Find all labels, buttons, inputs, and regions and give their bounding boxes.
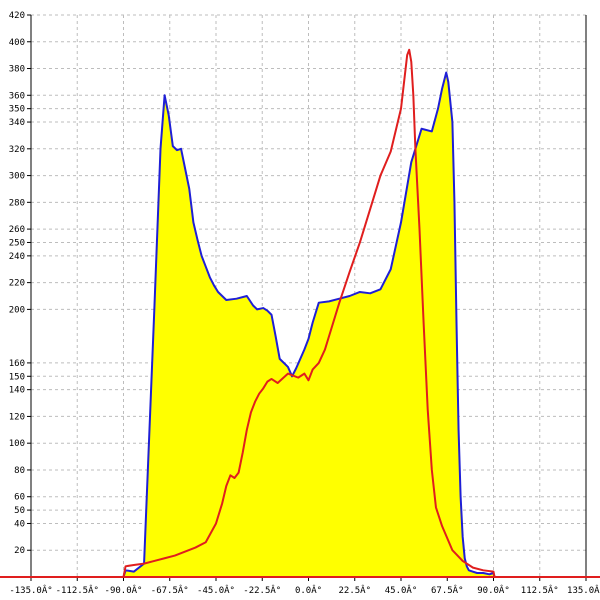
series-2-line — [31, 48, 586, 578]
y-tick-label: 400 — [9, 38, 25, 48]
series-layer — [0, 48, 600, 578]
x-tick-label: -67.5Â° — [151, 584, 189, 596]
y-tick-label: 420 — [9, 11, 25, 21]
x-tick-label: 112.5Â° — [521, 584, 559, 596]
x-tick-label: -112.5Â° — [56, 584, 99, 596]
x-tick-label: -45.0Â° — [197, 584, 235, 596]
y-tick-label: 320 — [9, 145, 25, 155]
x-tick-label: 135.0Â° — [567, 584, 600, 596]
y-tick-label: 240 — [9, 252, 25, 262]
y-tick-label: 360 — [9, 91, 25, 101]
x-tick-label: 0.0Â° — [295, 584, 322, 596]
x-tick-label: -22.5Â° — [243, 584, 281, 596]
y-tick-label: 80 — [14, 466, 25, 476]
fill-layer — [31, 72, 586, 577]
series-1-area — [31, 72, 586, 577]
y-tick-label: 280 — [9, 198, 25, 208]
y-tick-label: 60 — [14, 493, 25, 503]
x-tick-label: 90.0Â° — [477, 584, 510, 596]
y-tick-label: 200 — [9, 305, 25, 315]
y-tick-label: 120 — [9, 412, 25, 422]
x-tick-label: 22.5Â° — [338, 584, 371, 596]
y-tick-label: 40 — [14, 519, 25, 529]
series-1-line — [31, 71, 586, 578]
x-tick-label: 67.5Â° — [431, 584, 464, 596]
y-tick-label: 100 — [9, 439, 25, 449]
y-tick-label: 300 — [9, 172, 25, 182]
y-tick-label: 250 — [9, 238, 25, 248]
y-tick-label: 50 — [14, 506, 25, 516]
x-tick-label: -135.0Â° — [9, 584, 52, 596]
y-tick-label: 340 — [9, 118, 25, 128]
y-tick-label: 20 — [14, 546, 25, 556]
y-tick-label: 260 — [9, 225, 25, 235]
x-tick-label: -90.0Â° — [105, 584, 143, 596]
y-tick-label: 160 — [9, 359, 25, 369]
y-tick-label: 350 — [9, 105, 25, 115]
y-tick-label: 140 — [9, 386, 25, 396]
y-tick-label: 220 — [9, 279, 25, 289]
x-tick-label: 45.0Â° — [385, 584, 418, 596]
y-tick-label: 380 — [9, 65, 25, 75]
label-layer: 20 40 50 60 80 100 120 140 150 160 200 220 240 250 260… — [9, 11, 600, 596]
y-tick-label: 150 — [9, 372, 25, 382]
